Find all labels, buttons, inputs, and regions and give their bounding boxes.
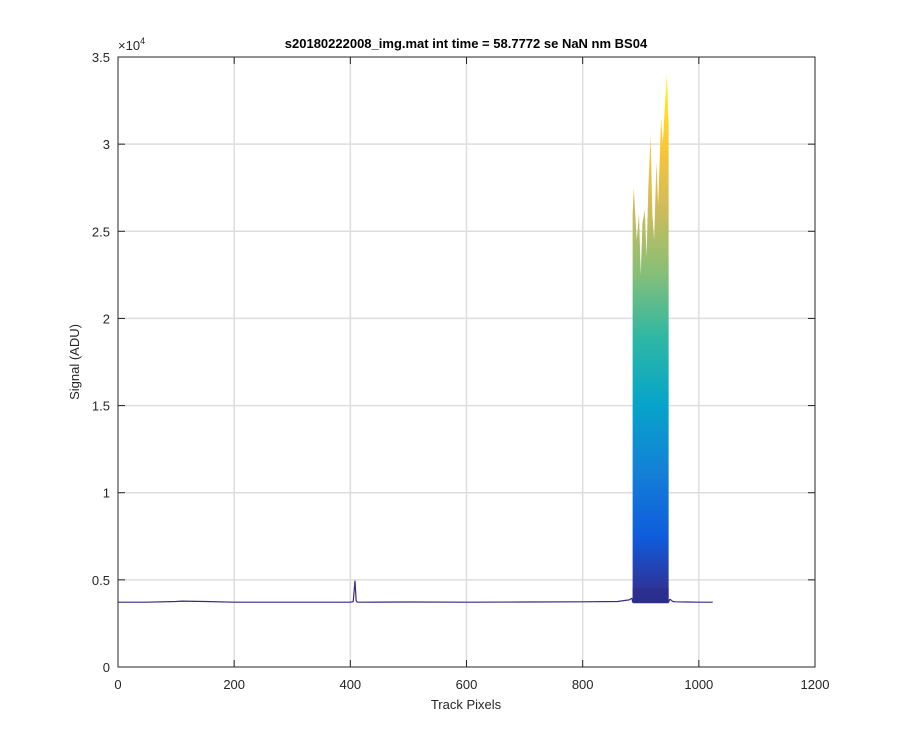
ticks: 0 200 400 600 800 1000 1200 0 0.5 1 1.5 2 2.5 3 3.5 <box>92 50 830 692</box>
series-baseline-left <box>118 580 633 603</box>
x-tick-label: 0 <box>114 677 121 692</box>
x-tick-label: 200 <box>223 677 245 692</box>
y-tick-label: 1.5 <box>92 399 110 414</box>
y-exponent: ×104 <box>118 36 145 53</box>
y-axis-label: Signal (ADU) <box>67 324 82 400</box>
chart-title: s20180222008_img.mat int time = 58.7772 … <box>285 36 648 51</box>
y-tick-label: 1 <box>103 486 110 501</box>
y-tick-label: 2 <box>103 311 110 326</box>
x-tick-label: 400 <box>339 677 361 692</box>
series-peak-area <box>632 74 669 604</box>
y-tick-label: 3.5 <box>92 50 110 65</box>
x-tick-label: 1000 <box>684 677 713 692</box>
series-edge-left <box>631 598 634 603</box>
data-layer <box>118 74 713 604</box>
x-tick-label: 1200 <box>801 677 830 692</box>
y-tick-label: 3 <box>103 137 110 152</box>
y-tick-label: 0.5 <box>92 573 110 588</box>
series-peak-foot <box>632 588 669 604</box>
y-tick-label: 0 <box>103 660 110 675</box>
x-axis-label: Track Pixels <box>431 697 502 712</box>
x-tick-label: 600 <box>456 677 478 692</box>
series-edge-right <box>668 598 671 603</box>
x-tick-label: 800 <box>572 677 594 692</box>
series-baseline-right <box>669 598 713 603</box>
y-tick-label: 2.5 <box>92 224 110 239</box>
grid <box>118 57 815 667</box>
